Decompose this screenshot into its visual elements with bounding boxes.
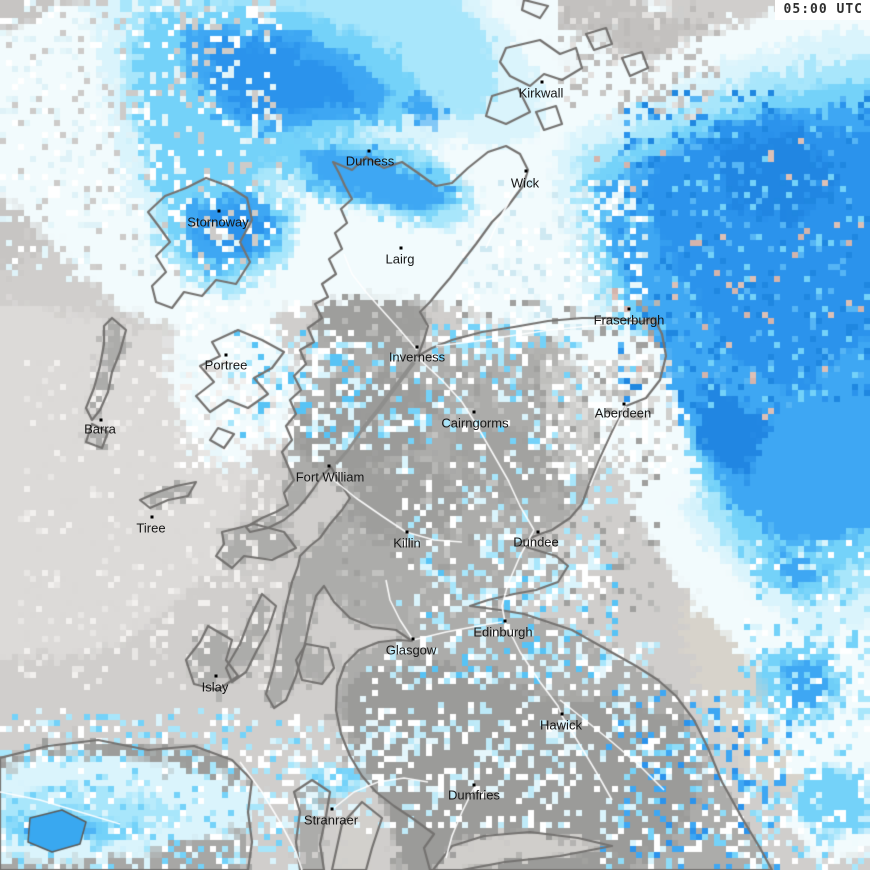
timestamp-text: 05:00 UTC [783, 2, 863, 17]
timestamp-badge: 05:00 UTC [774, 0, 870, 20]
